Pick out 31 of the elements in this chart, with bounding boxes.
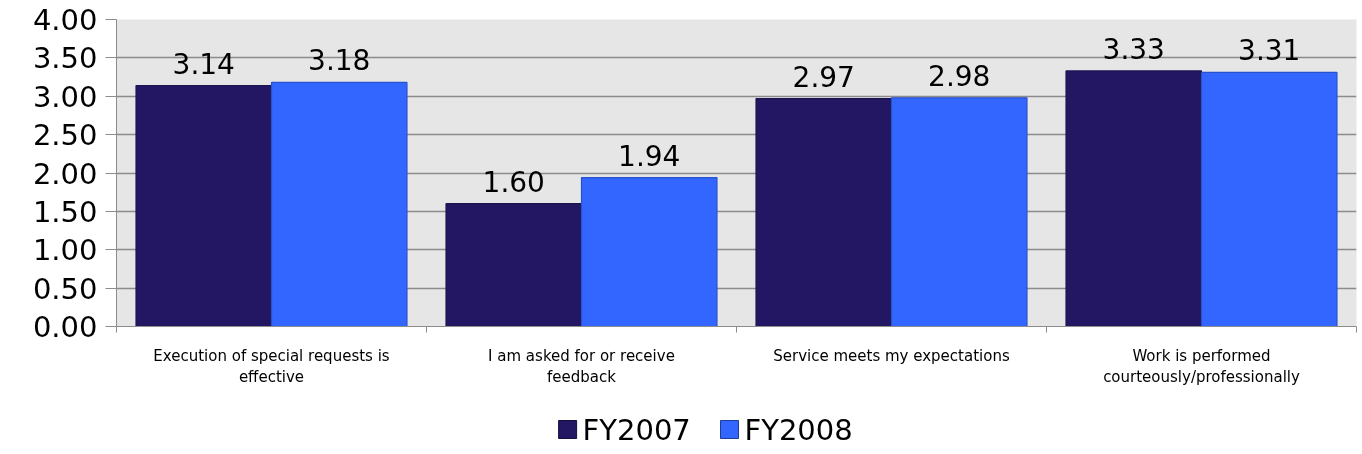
legend-label: FY2007 [582, 412, 691, 447]
data-label: 3.14 [172, 47, 235, 81]
legend-label: FY2008 [744, 412, 853, 447]
data-label: 1.60 [482, 165, 545, 199]
y-tick-label: 1.50 [32, 194, 98, 229]
bar [135, 84, 273, 327]
y-tick-label: 1.00 [32, 233, 98, 268]
y-tick-label: 3.00 [32, 79, 98, 114]
x-tick-label: Service meets my expectations [773, 346, 1010, 365]
x-tick-label: I am asked for or receive feedback [488, 346, 675, 387]
x-tick-label: Work is performed courteously/professionally [1103, 346, 1300, 387]
y-tick-label: 4.00 [32, 3, 98, 37]
data-label: 3.31 [1238, 34, 1301, 68]
bar [755, 97, 893, 327]
bar [580, 177, 718, 327]
bar [445, 203, 583, 327]
data-label: 3.18 [308, 44, 371, 78]
data-label: 2.98 [928, 59, 991, 93]
y-tick-label: 0.50 [32, 271, 98, 306]
bar [270, 81, 408, 327]
data-label: 1.94 [618, 139, 681, 173]
bar [1065, 70, 1203, 327]
data-label: 3.33 [1102, 32, 1165, 66]
y-tick-label: 2.50 [32, 118, 98, 153]
bar [890, 97, 1028, 327]
x-tick-label: Execution of special requests is effective [153, 346, 390, 387]
bar [1200, 71, 1338, 327]
y-tick-label: 2.00 [32, 156, 98, 191]
y-tick-label: 3.50 [32, 41, 98, 76]
data-label: 2.97 [792, 60, 855, 94]
y-tick-label: 0.00 [32, 310, 98, 344]
